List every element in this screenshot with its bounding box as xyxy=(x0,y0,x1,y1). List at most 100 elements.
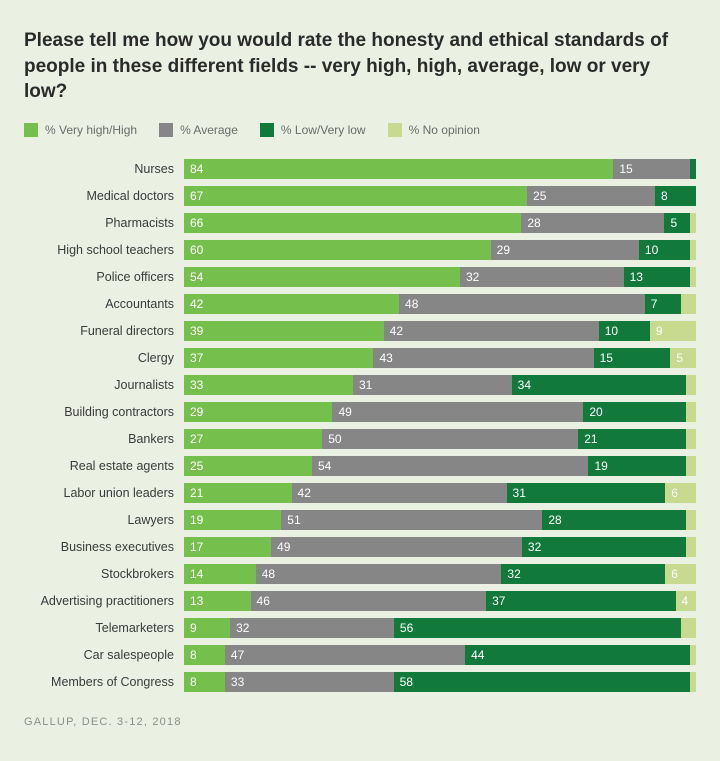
source-line: GALLUP, DEC. 3-12, 2018 xyxy=(24,716,696,728)
legend-swatch xyxy=(159,123,173,137)
bar-segment xyxy=(690,213,696,233)
bar-row-label: Advertising practitioners xyxy=(28,594,184,608)
bar-segment: 47 xyxy=(225,645,465,665)
bar-segment xyxy=(681,294,696,314)
stacked-bar: 1448326 xyxy=(184,564,696,584)
bar-segment: 14 xyxy=(184,564,256,584)
bar-row: Police officers543213 xyxy=(28,267,696,287)
bar-row: Business executives174932 xyxy=(28,537,696,557)
bar-segment: 13 xyxy=(184,591,251,611)
bar-segment: 15 xyxy=(613,159,690,179)
bar-segment xyxy=(690,645,696,665)
bar-segment: 19 xyxy=(184,510,281,530)
bar-segment: 48 xyxy=(256,564,502,584)
bar-segment: 8 xyxy=(655,186,696,206)
bar-segment: 21 xyxy=(578,429,686,449)
bar-segment: 54 xyxy=(312,456,588,476)
bar-segment: 6 xyxy=(665,483,696,503)
bar-row-label: Police officers xyxy=(28,270,184,284)
bar-segment: 13 xyxy=(624,267,690,287)
bar-row-label: Telemarketers xyxy=(28,621,184,635)
bar-segment: 6 xyxy=(665,564,696,584)
bar-row: Real estate agents255419 xyxy=(28,456,696,476)
bar-segment xyxy=(686,510,696,530)
legend-item: % No opinion xyxy=(388,123,480,137)
bar-row-label: Nurses xyxy=(28,162,184,176)
bar-segment: 56 xyxy=(394,618,681,638)
bar-segment: 29 xyxy=(184,402,332,422)
stacked-bar: 66285 xyxy=(184,213,696,233)
bar-row-label: Business executives xyxy=(28,540,184,554)
bar-segment: 21 xyxy=(184,483,292,503)
bar-row: Stockbrokers1448326 xyxy=(28,564,696,584)
bar-row: High school teachers602910 xyxy=(28,240,696,260)
bar-segment: 33 xyxy=(184,375,353,395)
stacked-bar: 83358 xyxy=(184,672,696,692)
bar-segment: 84 xyxy=(184,159,613,179)
stacked-bar: 174932 xyxy=(184,537,696,557)
bar-segment: 32 xyxy=(460,267,624,287)
legend-label: % Average xyxy=(180,123,238,137)
stacked-bar: 84744 xyxy=(184,645,696,665)
stacked-bar: 8415 xyxy=(184,159,696,179)
bar-segment: 33 xyxy=(225,672,394,692)
bar-segment: 31 xyxy=(507,483,666,503)
bar-row: Accountants42487 xyxy=(28,294,696,314)
bar-row: Nurses8415 xyxy=(28,159,696,179)
legend-swatch xyxy=(24,123,38,137)
bar-segment xyxy=(686,402,696,422)
bar-row-label: Journalists xyxy=(28,378,184,392)
bar-segment: 46 xyxy=(251,591,487,611)
legend-swatch xyxy=(388,123,402,137)
bar-row: Advertising practitioners1346374 xyxy=(28,591,696,611)
legend-swatch xyxy=(260,123,274,137)
bar-row-label: Accountants xyxy=(28,297,184,311)
chart-title: Please tell me how you would rate the ho… xyxy=(24,28,684,105)
bar-segment: 42 xyxy=(384,321,599,341)
stacked-bar: 2142316 xyxy=(184,483,696,503)
bar-segment: 10 xyxy=(599,321,650,341)
bar-row: Car salespeople84744 xyxy=(28,645,696,665)
stacked-bar: 333134 xyxy=(184,375,696,395)
bar-segment: 51 xyxy=(281,510,542,530)
bar-row: Lawyers195128 xyxy=(28,510,696,530)
bar-row-label: Funeral directors xyxy=(28,324,184,338)
bar-segment xyxy=(690,672,696,692)
bar-row-label: Medical doctors xyxy=(28,189,184,203)
bar-segment: 49 xyxy=(271,537,522,557)
bar-row: Members of Congress83358 xyxy=(28,672,696,692)
stacked-bar: 255419 xyxy=(184,456,696,476)
bar-segment: 25 xyxy=(184,456,312,476)
stacked-bar: 275021 xyxy=(184,429,696,449)
bar-segment: 67 xyxy=(184,186,527,206)
stacked-bar: 195128 xyxy=(184,510,696,530)
bar-segment: 58 xyxy=(394,672,690,692)
bar-segment: 25 xyxy=(527,186,655,206)
stacked-bar: 602910 xyxy=(184,240,696,260)
stacked-bar: 3743155 xyxy=(184,348,696,368)
bar-segment: 43 xyxy=(373,348,593,368)
stacked-bar: 1346374 xyxy=(184,591,696,611)
bar-segment xyxy=(690,267,696,287)
bar-segment: 9 xyxy=(650,321,696,341)
legend-label: % Low/Very low xyxy=(281,123,366,137)
bar-segment: 54 xyxy=(184,267,460,287)
bar-segment: 32 xyxy=(230,618,394,638)
bar-segment: 5 xyxy=(664,213,690,233)
stacked-bar: 543213 xyxy=(184,267,696,287)
bar-row: Funeral directors3942109 xyxy=(28,321,696,341)
bar-segment: 17 xyxy=(184,537,271,557)
bar-segment xyxy=(686,375,696,395)
bar-segment: 5 xyxy=(670,348,696,368)
bar-segment: 32 xyxy=(522,537,686,557)
bar-row: Building contractors294920 xyxy=(28,402,696,422)
bar-row-label: Real estate agents xyxy=(28,459,184,473)
bar-row-label: Car salespeople xyxy=(28,648,184,662)
bar-segment: 34 xyxy=(512,375,686,395)
bar-row: Pharmacists66285 xyxy=(28,213,696,233)
bar-segment: 60 xyxy=(184,240,491,260)
bar-row-label: Labor union leaders xyxy=(28,486,184,500)
bar-segment: 32 xyxy=(501,564,665,584)
stacked-bar-chart: Nurses8415Medical doctors67258Pharmacist… xyxy=(28,159,696,692)
bar-row-label: Building contractors xyxy=(28,405,184,419)
